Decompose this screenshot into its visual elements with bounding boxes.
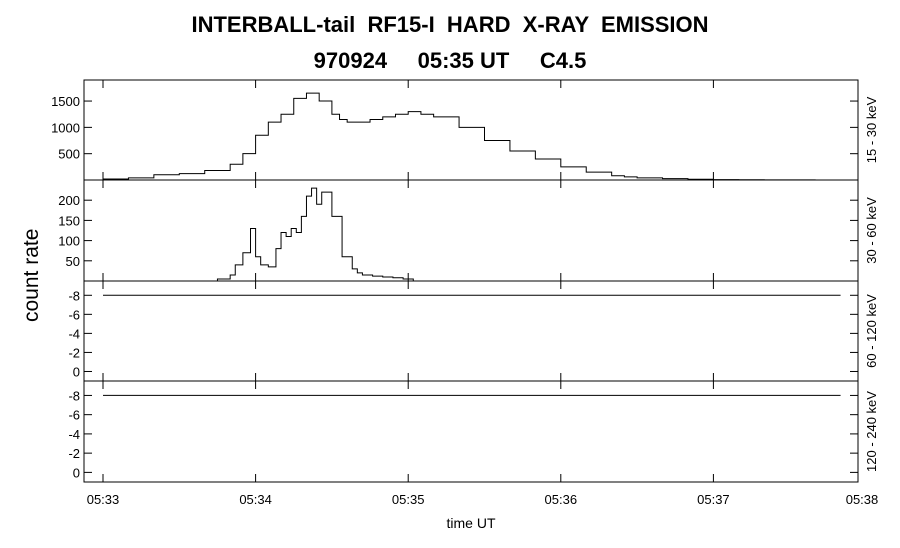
y-tick-label: -6 (68, 408, 80, 423)
y-tick-label: -8 (68, 388, 80, 403)
y-tick-label: -4 (68, 427, 80, 442)
y-tick-label: 100 (58, 234, 80, 249)
y-tick-label: -2 (68, 446, 80, 461)
panel-energy-label: 60 - 120 keV (864, 294, 879, 368)
chart-subtitle: 970924 05:35 UT C4.5 (313, 48, 587, 73)
x-axis-label: time UT (447, 515, 496, 531)
x-tick-label: 05:35 (392, 492, 425, 507)
y-tick-label: 200 (58, 193, 80, 208)
panel-frame (83, 280, 859, 382)
panel-frame (83, 179, 859, 282)
y-tick-label: 500 (58, 147, 80, 162)
panel-frame (83, 79, 859, 181)
y-tick-label: 150 (58, 213, 80, 228)
panel-frame (83, 380, 859, 483)
x-tick-label: 05:38 (846, 492, 879, 507)
x-tick-label: 05:36 (545, 492, 578, 507)
y-tick-label: -4 (68, 326, 80, 341)
series-line (103, 187, 858, 282)
y-tick-label: -6 (68, 307, 80, 322)
y-tick-label: 0 (73, 364, 80, 379)
y-tick-label: -8 (68, 288, 80, 303)
x-tick-label: 05:37 (697, 492, 730, 507)
y-tick-label: 1000 (51, 120, 80, 135)
series-line (103, 92, 858, 181)
y-tick-label: 50 (66, 254, 80, 269)
panel-energy-label: 30 - 60 keV (864, 197, 879, 264)
x-tick-label: 05:34 (239, 492, 272, 507)
panel-energy-label: 120 - 240 keV (864, 391, 879, 472)
y-tick-label: 0 (73, 465, 80, 480)
y-tick-label: -2 (68, 345, 80, 360)
chart-title: INTERBALL-tail RF15-I HARD X-RAY EMISSIO… (191, 12, 709, 37)
panel-energy-label: 15 - 30 keV (864, 96, 879, 163)
y-tick-label: 1500 (51, 94, 80, 109)
x-tick-label: 05:33 (87, 492, 120, 507)
